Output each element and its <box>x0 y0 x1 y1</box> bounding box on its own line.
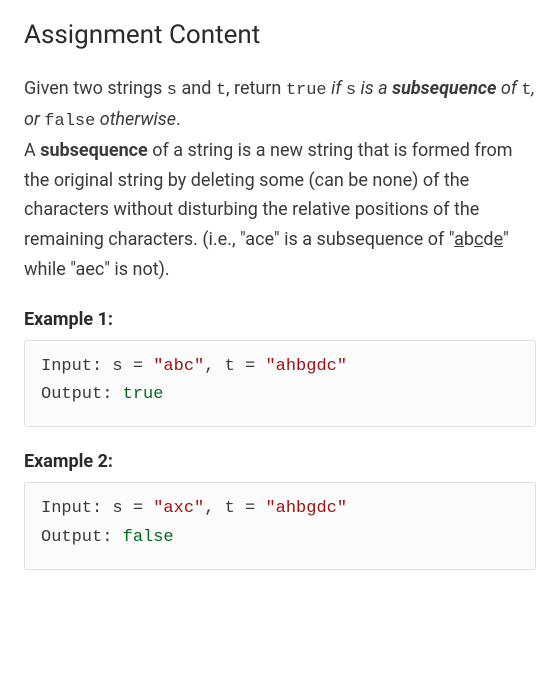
text: Input: s = <box>41 357 153 376</box>
text: d <box>483 229 493 250</box>
italic-text: of <box>496 78 521 99</box>
italic-text: is a <box>356 78 392 99</box>
code-line-output: Output: true <box>41 381 519 410</box>
code-line-input: Input: s = "abc", t = "ahbgdc" <box>41 353 519 382</box>
example-2-label: Example 2: <box>24 451 536 472</box>
example-2-code: Input: s = "axc", t = "ahbgdc" Output: f… <box>24 482 536 570</box>
italic-text: otherwise <box>95 109 176 130</box>
italic-text: or <box>24 109 44 130</box>
string-literal: "axc" <box>153 499 204 518</box>
var-t: t <box>216 81 226 100</box>
text: . <box>176 109 181 130</box>
code-line-output: Output: false <box>41 524 519 553</box>
text: , t = <box>204 357 265 376</box>
var-t: t <box>521 81 531 100</box>
literal-false: false <box>44 112 95 131</box>
text: A <box>24 140 40 161</box>
term-subsequence: subsequence <box>392 78 496 99</box>
term-subsequence: subsequence <box>40 140 148 161</box>
text: Input: s = <box>41 499 153 518</box>
underlined-c: c <box>474 229 483 250</box>
italic-text: , <box>532 78 535 99</box>
problem-statement: Given two strings s and t, return true i… <box>24 74 536 285</box>
literal-true: true <box>286 81 327 100</box>
string-literal: "ahbgdc" <box>265 499 347 518</box>
text: b <box>464 229 474 250</box>
text: and <box>177 78 216 99</box>
var-s: s <box>346 81 356 100</box>
text: Output: <box>41 385 123 404</box>
text: Output: <box>41 528 123 547</box>
text: Given two strings <box>24 78 167 99</box>
string-literal: "abc" <box>153 357 204 376</box>
keyword-literal: false <box>123 528 174 547</box>
var-s: s <box>167 81 177 100</box>
underlined-e: e <box>494 229 503 250</box>
underlined-a: a <box>454 229 464 250</box>
page-title: Assignment Content <box>24 20 536 50</box>
string-literal: "ahbgdc" <box>265 357 347 376</box>
example-1-code: Input: s = "abc", t = "ahbgdc" Output: t… <box>24 340 536 428</box>
example-1-label: Example 1: <box>24 309 536 330</box>
italic-text: if <box>331 78 346 99</box>
text: , t = <box>204 499 265 518</box>
keyword-literal: true <box>123 385 164 404</box>
code-line-input: Input: s = "axc", t = "ahbgdc" <box>41 495 519 524</box>
text: , return <box>226 78 286 99</box>
